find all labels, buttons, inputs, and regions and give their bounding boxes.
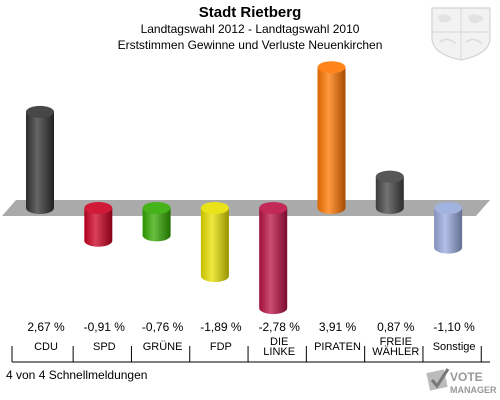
bar-3 xyxy=(142,208,171,242)
category-label-2: SPD xyxy=(93,341,116,353)
value-label-4: -1,89 % xyxy=(200,320,242,334)
value-label-8: -1,10 % xyxy=(433,320,475,334)
bar-8 xyxy=(434,208,463,254)
bar-cap-4 xyxy=(200,202,229,214)
chart-subtitle-description: Erststimmen Gewinne und Verluste Neuenki… xyxy=(117,38,383,52)
category-label-7-line-2: WÄHLER xyxy=(372,346,419,358)
bar-6 xyxy=(317,67,346,215)
vote-manager-logo: VOTE MANAGER xyxy=(426,368,497,395)
bar-cap-7 xyxy=(375,170,404,183)
bar-cap-2 xyxy=(84,202,113,214)
logo-text-vote: VOTE xyxy=(450,370,483,384)
category-label-1: CDU xyxy=(34,341,58,353)
bar-cap-5 xyxy=(259,202,288,214)
bar-cap-6 xyxy=(317,61,346,74)
bar-cap-3 xyxy=(142,202,171,214)
value-label-7: 0,87 % xyxy=(377,320,415,334)
bar-cap-8 xyxy=(434,202,463,214)
category-label-5-line-2: LINKE xyxy=(263,346,295,358)
value-label-2: -0,91 % xyxy=(84,320,126,334)
coat-of-arms-icon xyxy=(431,7,491,61)
category-label-3: GRÜNE xyxy=(143,341,183,353)
bar-7 xyxy=(375,176,404,214)
category-label-6: PIRATEN xyxy=(314,341,361,353)
zero-baseline-plane xyxy=(2,200,490,216)
bar-4 xyxy=(200,208,229,283)
chart-subtitle-comparison: Landtagswahl 2012 - Landtagswahl 2010 xyxy=(140,22,360,36)
value-label-6: 3,91 % xyxy=(319,320,357,334)
value-label-3: -0,76 % xyxy=(142,320,184,334)
category-label-5-line-1: DIE xyxy=(270,336,288,348)
value-label-5: -2,78 % xyxy=(259,320,301,334)
category-label-8: Sonstige xyxy=(433,341,476,353)
footer-status: 4 von 4 Schnellmeldungen xyxy=(6,368,148,382)
bar-5 xyxy=(259,208,288,315)
value-label-1: 2,67 % xyxy=(27,320,65,334)
chart-title: Stadt Rietberg xyxy=(198,4,302,21)
category-label-4: FDP xyxy=(210,341,232,353)
bar-1 xyxy=(26,111,54,214)
logo-text-manager: MANAGER xyxy=(450,385,497,395)
bar-2 xyxy=(84,208,113,247)
bar-cap-1 xyxy=(26,105,54,118)
checkmark-ballot-icon xyxy=(426,368,450,391)
category-label-7-line-1: FREIE xyxy=(380,336,412,348)
